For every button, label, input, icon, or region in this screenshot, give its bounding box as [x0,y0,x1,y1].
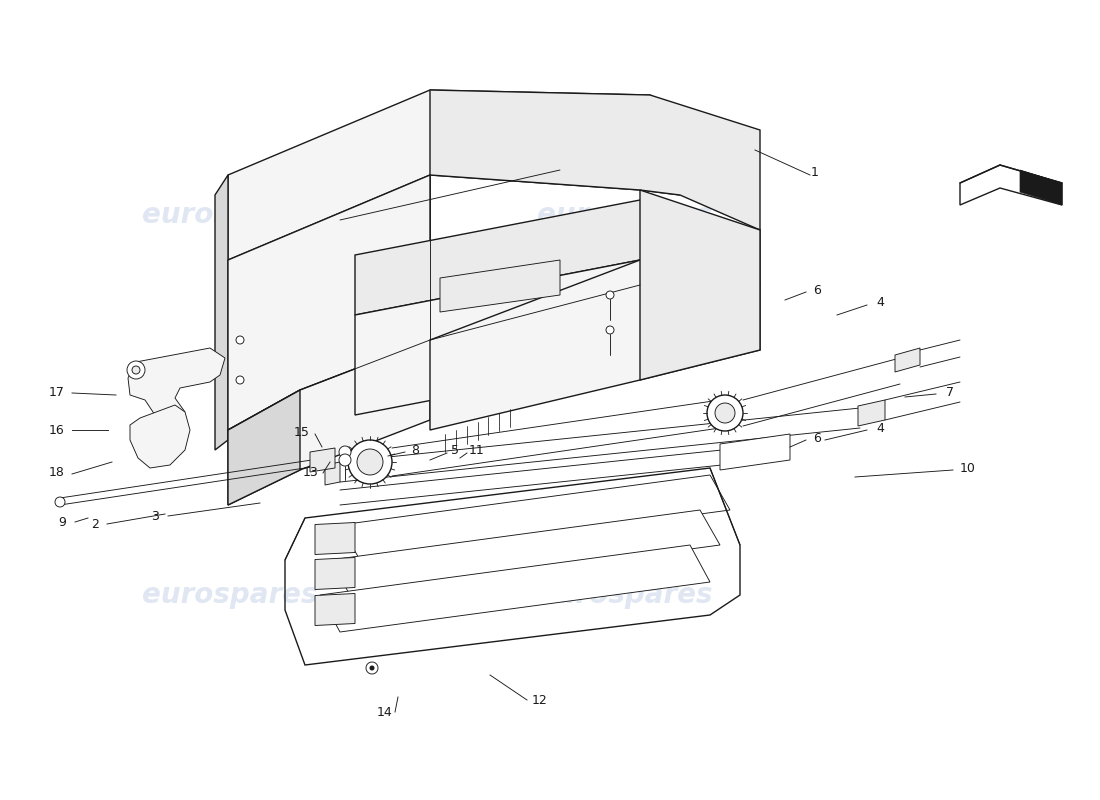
Polygon shape [330,510,720,595]
Polygon shape [440,260,560,312]
Polygon shape [324,462,340,485]
Text: 6: 6 [813,431,821,445]
Text: 14: 14 [377,706,393,718]
Text: eurospares: eurospares [537,201,713,229]
Text: 5: 5 [451,445,459,458]
Circle shape [715,403,735,423]
Circle shape [236,376,244,384]
Polygon shape [720,434,790,470]
Text: 4: 4 [876,297,884,310]
Polygon shape [315,558,355,590]
Text: 13: 13 [304,466,319,478]
Polygon shape [320,545,710,632]
Polygon shape [214,175,228,450]
Polygon shape [640,190,760,380]
Circle shape [132,366,140,374]
Circle shape [339,454,351,466]
Polygon shape [340,475,730,560]
Circle shape [606,326,614,334]
Circle shape [55,497,65,507]
Text: 10: 10 [960,462,976,474]
Text: 8: 8 [411,443,419,457]
Circle shape [370,666,374,670]
Polygon shape [895,348,920,372]
Polygon shape [858,400,886,426]
Text: 17: 17 [50,386,65,398]
Circle shape [707,395,743,431]
Polygon shape [430,260,760,430]
Text: 16: 16 [50,423,65,437]
Text: 1: 1 [811,166,818,179]
Text: 6: 6 [813,283,821,297]
Text: eurospares: eurospares [142,581,318,609]
Text: 9: 9 [58,515,66,529]
Polygon shape [228,175,430,430]
Text: 3: 3 [151,510,158,522]
Text: eurospares: eurospares [537,581,713,609]
Text: 11: 11 [469,445,485,458]
Polygon shape [315,594,355,626]
Circle shape [606,291,614,299]
Polygon shape [228,390,300,505]
Polygon shape [130,405,190,468]
Polygon shape [128,348,226,420]
Text: 15: 15 [294,426,310,438]
Polygon shape [310,448,336,472]
Text: 12: 12 [532,694,548,706]
Polygon shape [228,340,430,505]
Polygon shape [315,522,355,554]
Circle shape [348,440,392,484]
Polygon shape [228,90,680,260]
Circle shape [366,662,378,674]
Polygon shape [1020,170,1062,205]
Circle shape [126,361,145,379]
Text: 2: 2 [91,518,99,530]
Text: eurospares: eurospares [142,201,318,229]
Circle shape [339,446,351,458]
Text: 4: 4 [876,422,884,434]
Polygon shape [430,90,760,230]
Polygon shape [355,260,640,415]
Polygon shape [355,200,760,315]
Text: 7: 7 [946,386,954,398]
Text: 18: 18 [50,466,65,479]
Circle shape [236,336,244,344]
Circle shape [358,449,383,475]
